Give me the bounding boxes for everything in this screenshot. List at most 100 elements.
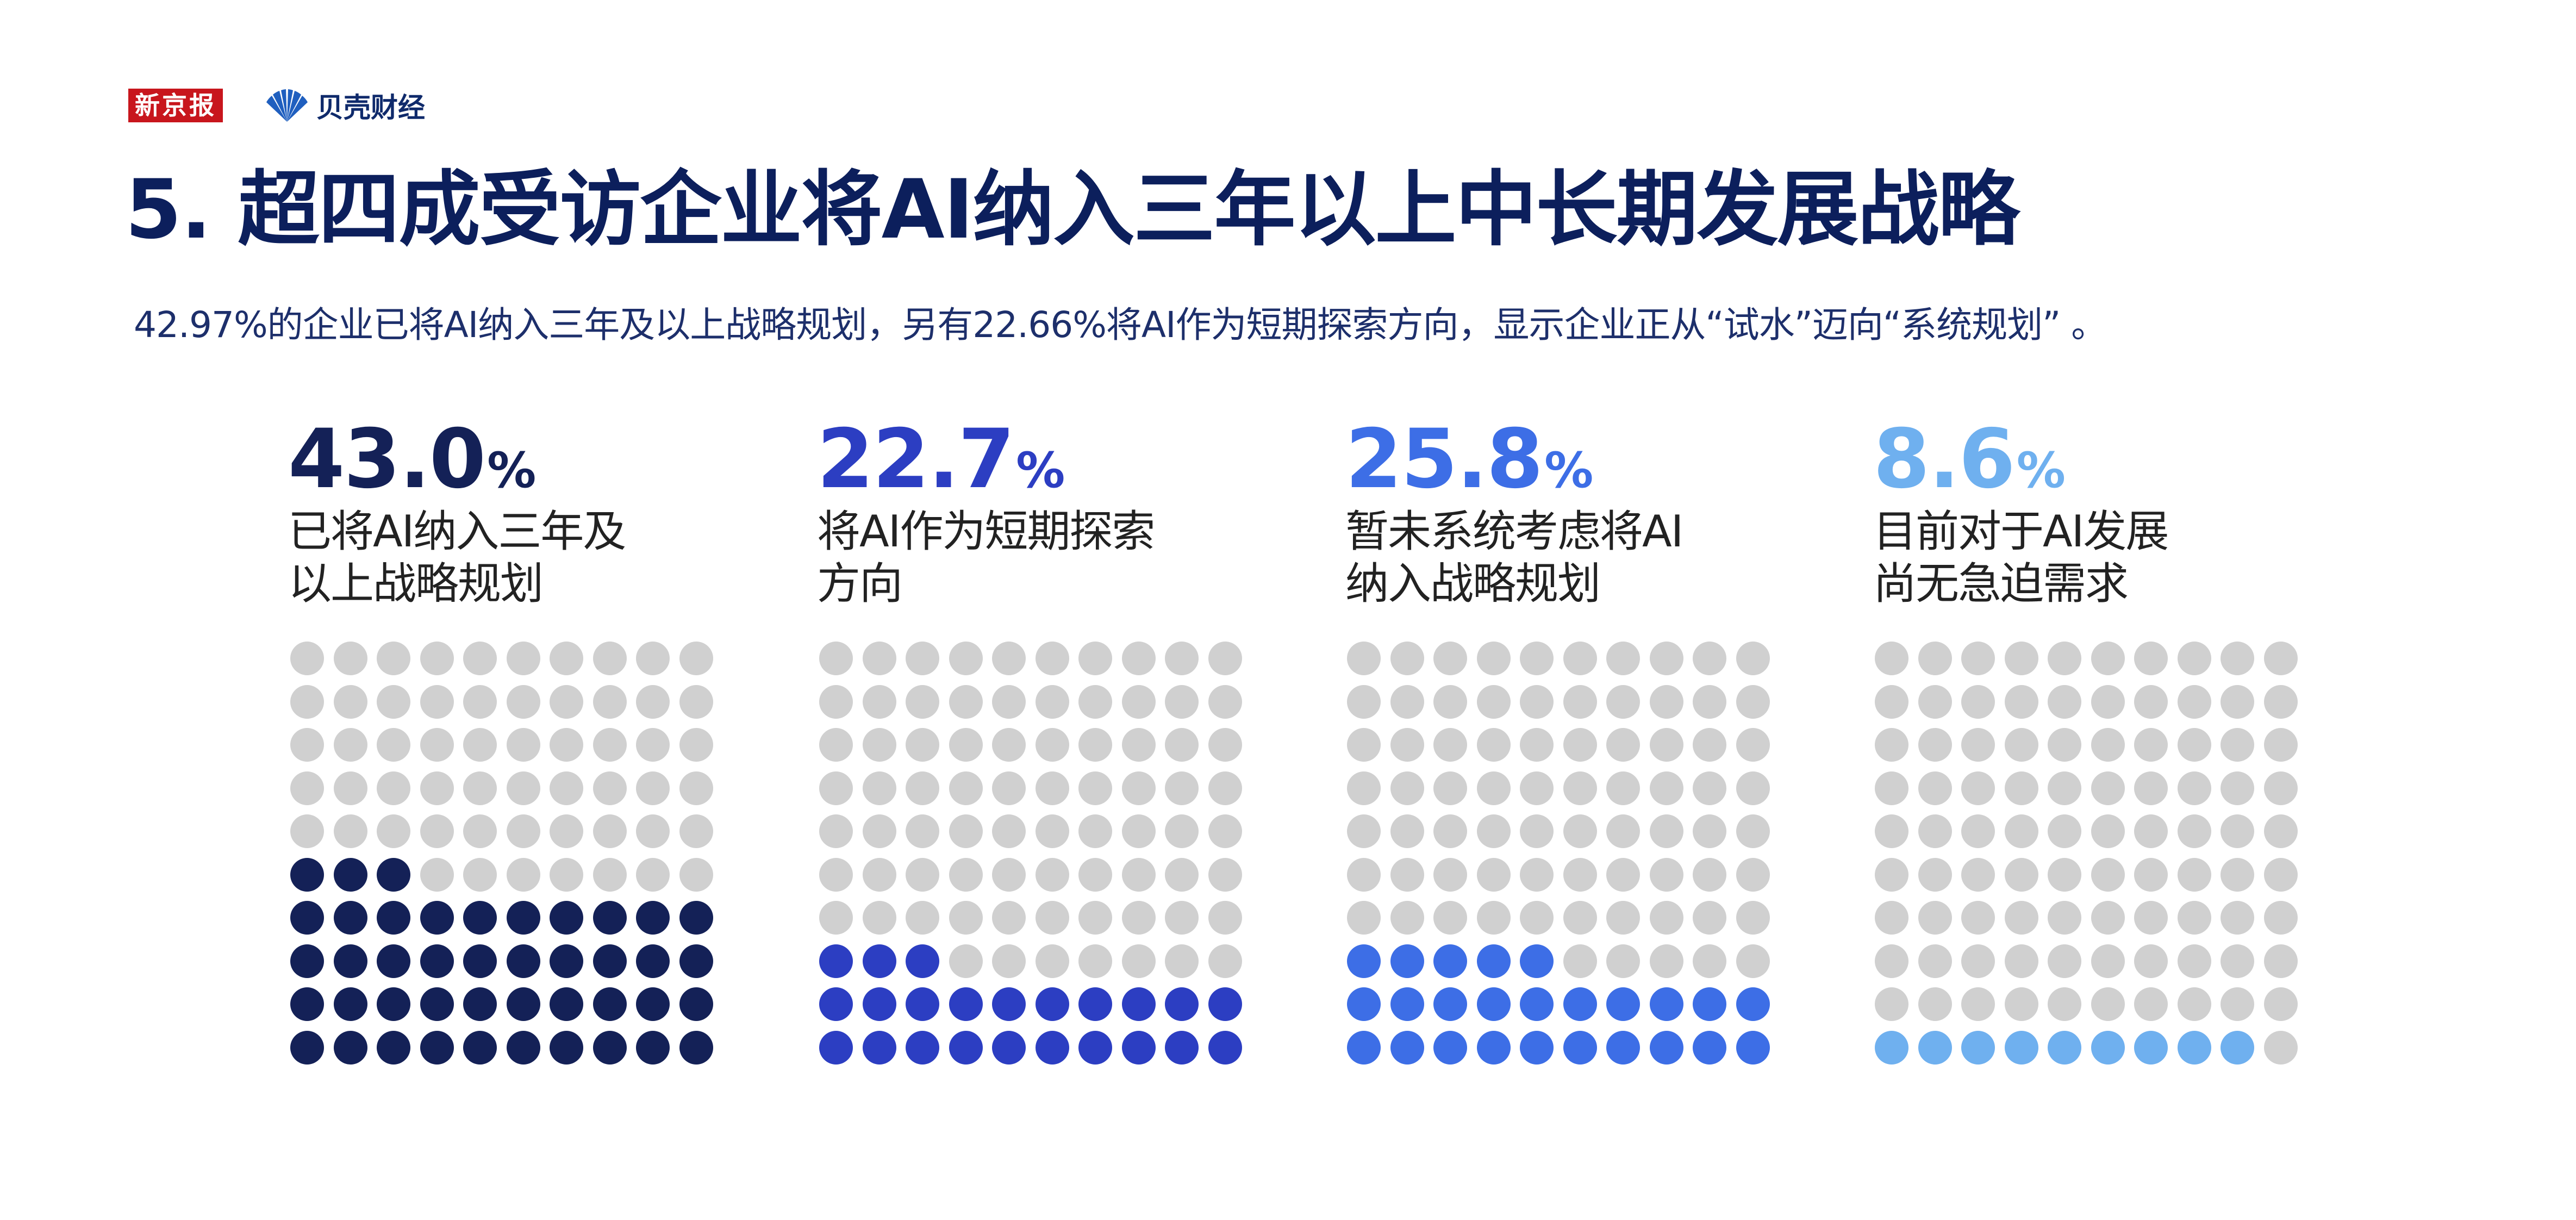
percent-sign: %: [2016, 442, 2066, 499]
waffle-dot-empty: [592, 728, 627, 762]
waffle-dot-filled: [1078, 1030, 1112, 1065]
waffle-dot-empty: [2134, 684, 2168, 719]
waffle-dot-empty: [2048, 857, 2081, 892]
waffle-dot-empty: [906, 642, 939, 675]
waffle-dot-filled: [463, 1030, 497, 1065]
waffle-dot-filled: [862, 944, 896, 978]
waffle-dot-empty: [463, 771, 497, 805]
waffle-dot-empty: [906, 857, 939, 892]
waffle-dot-empty: [506, 684, 540, 719]
waffle-dot-empty: [1606, 771, 1640, 805]
waffle-dot-empty: [2177, 944, 2211, 978]
waffle-dot-filled: [679, 1030, 713, 1065]
waffle-dot-filled: [1736, 1030, 1770, 1065]
waffle-dot-empty: [1875, 901, 1908, 935]
waffle-dot-filled: [1347, 944, 1381, 978]
waffle-dot-empty: [2091, 814, 2125, 848]
waffle-dot-empty: [1165, 814, 1199, 848]
waffle-dot-empty: [2263, 771, 2298, 805]
waffle-dot-empty: [992, 901, 1026, 935]
waffle-dot-empty: [2134, 857, 2168, 892]
waffle-dot-empty: [377, 728, 410, 762]
waffle-dot-empty: [1736, 857, 1770, 892]
waffle-dot-filled: [1563, 987, 1597, 1021]
waffle-dot-empty: [1961, 944, 1995, 978]
waffle-dot-empty: [1121, 857, 1156, 892]
waffle-dot-empty: [1433, 642, 1467, 675]
waffle-dot-filled: [906, 944, 939, 978]
waffle-dot-empty: [1606, 901, 1640, 935]
waffle-dot-empty: [1121, 814, 1156, 848]
waffle-dot-empty: [992, 684, 1026, 719]
waffle-dot-empty: [550, 728, 583, 762]
shell-icon: [266, 89, 308, 122]
waffle-dot-empty: [420, 771, 454, 805]
waffle-dot-empty: [1520, 857, 1554, 892]
waffle-dot-empty: [1476, 642, 1511, 675]
waffle-dot-empty: [862, 814, 896, 848]
waffle-dot-empty: [1961, 684, 1995, 719]
waffle-dot-filled: [1390, 1030, 1424, 1065]
waffle-dot-empty: [2004, 728, 2038, 762]
waffle-dot-empty: [2221, 642, 2254, 675]
waffle-dot-empty: [290, 771, 324, 805]
waffle-dot-empty: [2134, 987, 2168, 1021]
waffle-dot-filled: [463, 901, 497, 935]
waffle-dot-empty: [1736, 901, 1770, 935]
waffle-dot-filled: [1476, 1030, 1511, 1065]
waffle-dot-empty: [1693, 857, 1726, 892]
waffle-dot-empty: [992, 771, 1026, 805]
waffle-dot-filled: [1121, 987, 1156, 1021]
waffle-dot-filled: [862, 1030, 896, 1065]
waffle-dot-filled: [1347, 987, 1381, 1021]
waffle-dot-empty: [1961, 987, 1995, 1021]
waffle-dot-filled: [333, 987, 367, 1021]
waffle-dot-filled: [636, 944, 670, 978]
waffle-dot-empty: [1476, 728, 1511, 762]
percent-sign: %: [487, 442, 537, 499]
waffle-dot-empty: [1875, 642, 1908, 675]
waffle-dot-empty: [1078, 901, 1112, 935]
waffle-dot-empty: [420, 728, 454, 762]
waffle-dot-empty: [1606, 814, 1640, 848]
waffle-dot-empty: [1918, 728, 1952, 762]
waffle-dot-empty: [1649, 944, 1683, 978]
waffle-dot-empty: [1875, 944, 1908, 978]
waffle-dot-empty: [592, 814, 627, 848]
waffle-dot-filled: [290, 987, 324, 1021]
waffle-dot-empty: [2048, 684, 2081, 719]
waffle-dot-empty: [949, 944, 983, 978]
waffle-dot-empty: [2221, 944, 2254, 978]
waffle-panel-4: 8.6% 目前对于AI发展 尚无急迫需求: [1873, 413, 2308, 614]
xinjingbao-logo: 新京报: [128, 89, 223, 122]
category-label: 将AI作为短期探索 方向: [817, 506, 1155, 609]
category-label: 已将AI纳入三年及 以上战略规划: [288, 506, 626, 609]
waffle-dot-empty: [1078, 771, 1112, 805]
waffle-dot-empty: [2134, 771, 2168, 805]
waffle-dot-filled: [377, 857, 410, 892]
waffle-dot-empty: [2091, 728, 2125, 762]
waffle-dot-filled: [420, 944, 454, 978]
waffle-dot-empty: [1433, 857, 1467, 892]
waffle-dot-filled: [1035, 987, 1069, 1021]
waffle-dot-empty: [1918, 944, 1952, 978]
waffle-dot-filled: [592, 987, 627, 1021]
waffle-dot-empty: [636, 642, 670, 675]
waffle-dot-empty: [1693, 642, 1726, 675]
waffle-dot-filled: [290, 901, 324, 935]
waffle-dot-empty: [819, 728, 853, 762]
waffle-dot-empty: [1165, 642, 1199, 675]
waffle-dot-empty: [2221, 987, 2254, 1021]
waffle-dot-filled: [2221, 1030, 2254, 1065]
waffle-dot-filled: [420, 901, 454, 935]
percent-number: 22.7: [817, 412, 1015, 507]
waffle-dot-empty: [1563, 771, 1597, 805]
waffle-dot-empty: [636, 857, 670, 892]
waffle-dot-filled: [463, 987, 497, 1021]
waffle-dot-empty: [906, 728, 939, 762]
waffle-dot-filled: [1347, 1030, 1381, 1065]
waffle-dot-empty: [862, 642, 896, 675]
waffle-dot-empty: [1649, 857, 1683, 892]
waffle-dot-empty: [1875, 728, 1908, 762]
waffle-dot-empty: [550, 684, 583, 719]
